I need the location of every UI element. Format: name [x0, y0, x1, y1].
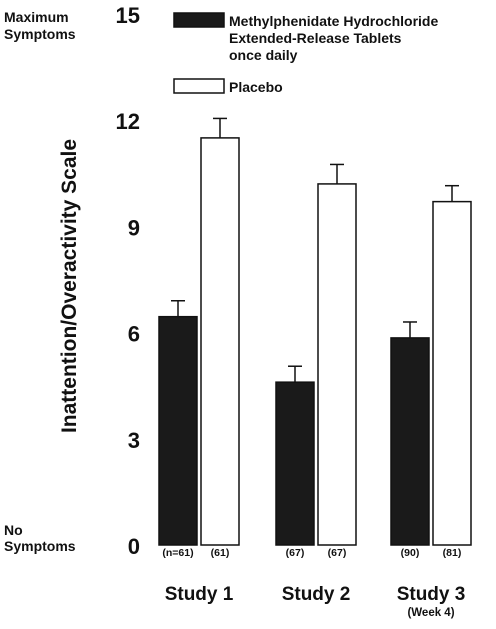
y-tick-label: 9 [128, 215, 140, 240]
bar-methylphenidate [390, 337, 430, 546]
category-label: Study 2 [282, 584, 351, 605]
y-bottom-descriptor: No [4, 522, 23, 538]
y-tick-label: 6 [128, 322, 140, 347]
legend-label: Extended-Release Tablets [229, 30, 402, 46]
sample-size-label: (n=61) [162, 547, 193, 559]
y-top-descriptor: Maximum [4, 9, 69, 25]
y-top-descriptor: Symptoms [4, 26, 76, 42]
bar-methylphenidate [275, 381, 315, 546]
y-tick-label: 0 [128, 534, 140, 559]
sample-size-label: (90) [401, 547, 420, 559]
sample-size-label: (67) [286, 547, 305, 559]
y-tick-label: 3 [128, 428, 140, 453]
y-tick-label: 15 [116, 3, 140, 28]
y-tick-label: 12 [116, 109, 140, 134]
sample-size-label: (81) [443, 547, 462, 559]
sample-size-label: (67) [328, 547, 347, 559]
legend-swatch-placebo [173, 78, 225, 94]
legend-swatch-methylphenidate [173, 12, 225, 28]
bar-placebo [200, 137, 240, 546]
sample-size-label: (61) [211, 547, 230, 559]
y-bottom-descriptor: Symptoms [4, 538, 76, 554]
bar-placebo [317, 183, 357, 546]
category-label: Study 1 [165, 584, 234, 605]
legend-label: once daily [229, 47, 298, 63]
legend-label: Methylphenidate Hydrochloride [229, 13, 438, 29]
bar-methylphenidate [158, 315, 198, 546]
bar-placebo [432, 200, 472, 546]
category-sublabel: (Week 4) [407, 607, 454, 619]
y-axis-title: Inattention/Overactivity Scale [58, 139, 81, 433]
category-label: Study 3 [397, 584, 466, 605]
legend-label: Placebo [229, 79, 283, 95]
